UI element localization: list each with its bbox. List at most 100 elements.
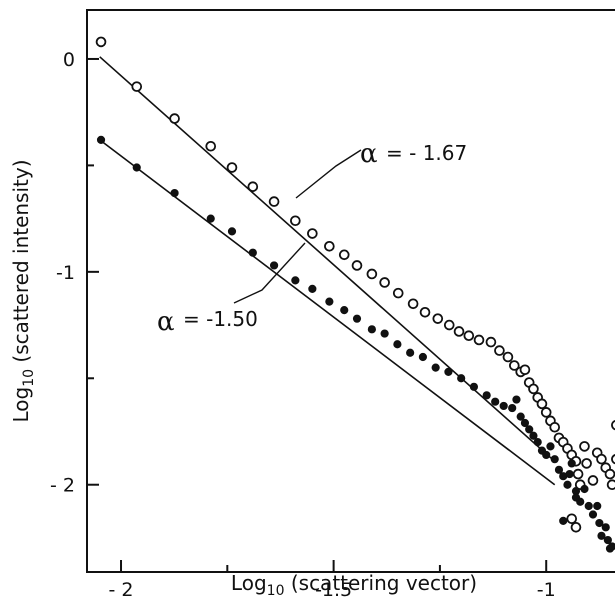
open-data-point <box>572 468 584 480</box>
filled-data-point <box>533 438 542 447</box>
open-data-point <box>205 140 217 152</box>
open-data-point <box>604 468 615 480</box>
open-data-point <box>432 313 444 324</box>
filled-data-point <box>546 442 555 451</box>
annotation-lower-label: = -1.50 <box>183 307 258 331</box>
open-data-point <box>611 454 615 465</box>
filled-data-point <box>457 374 466 383</box>
filled-data-point <box>567 459 576 468</box>
open-data-point <box>519 364 531 376</box>
filled-data-point <box>554 465 564 474</box>
filled-data-point <box>482 391 491 400</box>
open-data-point <box>407 298 419 310</box>
x-tick-label: -1.5 <box>315 579 352 599</box>
filled-data-point <box>380 329 389 338</box>
open-data-point <box>419 306 431 318</box>
filled-data-point <box>601 523 610 532</box>
filled-data-point <box>227 227 237 236</box>
open-data-point <box>473 334 485 346</box>
filled-data-point <box>550 455 559 464</box>
open-data-point <box>549 421 561 433</box>
filled-data-point <box>352 314 362 323</box>
y-tick-label: 0 <box>63 49 75 71</box>
open-data-point <box>536 398 548 410</box>
filled-data-point <box>588 510 598 519</box>
open-data-point <box>453 326 465 337</box>
fit-line-filled <box>99 139 556 486</box>
y-axis-title: Log10 (scattered intensity) <box>9 159 37 422</box>
open-data-point <box>485 336 497 348</box>
filled-data-point <box>291 276 300 285</box>
open-data-point <box>587 475 599 486</box>
open-data-point <box>226 162 238 173</box>
filled-data-point <box>367 325 376 334</box>
filled-data-point <box>325 297 334 306</box>
filled-data-point <box>529 431 538 440</box>
open-data-point <box>494 345 505 356</box>
open-data-point <box>540 407 552 418</box>
filled-data-point <box>170 188 179 198</box>
x-axis: - 2 -1.5 -1 <box>109 560 556 599</box>
open-data-point <box>392 287 404 299</box>
annotation-lower-leader <box>233 242 306 304</box>
open-data-point <box>268 196 280 207</box>
y-axis: 0 -1 - 2 <box>50 49 99 497</box>
open-data-point <box>169 113 180 124</box>
filled-data-point <box>565 469 574 479</box>
filled-data-point <box>269 261 279 270</box>
filled-data-point <box>469 382 479 391</box>
open-data-point <box>570 521 582 533</box>
open-data-point <box>131 81 143 92</box>
filled-data-point <box>571 493 581 502</box>
y-tick-label: -1 <box>56 262 75 284</box>
open-data-point <box>290 215 301 227</box>
filled-data-point <box>580 484 589 494</box>
data-points <box>95 36 615 553</box>
fit-lines <box>99 56 556 486</box>
open-data-point <box>528 383 539 395</box>
filled-data-point <box>418 352 428 362</box>
open-data-point <box>338 249 350 261</box>
open-data-point <box>247 181 259 192</box>
filled-data-point <box>499 401 508 411</box>
x-axis-title: Log10 (scattering vector) <box>231 571 477 599</box>
filled-data-point <box>340 306 349 315</box>
annotation-upper-alpha-symbol: α <box>360 139 378 169</box>
filled-data-point <box>593 501 602 511</box>
filled-data-point <box>559 516 568 526</box>
y-tick-label: - 2 <box>50 475 75 497</box>
x-tick-label: - 2 <box>109 579 134 599</box>
open-data-point <box>502 351 514 363</box>
filled-data-point <box>520 418 530 428</box>
open-data-point <box>579 441 590 452</box>
fit-line-open <box>99 56 556 462</box>
plot-frame <box>86 9 615 573</box>
open-data-point <box>95 36 107 48</box>
filled-data-point <box>508 403 517 413</box>
open-data-point <box>307 228 318 239</box>
open-data-point <box>581 458 592 469</box>
open-data-point <box>606 479 615 491</box>
annotation-upper: α = - 1.67 <box>295 139 467 199</box>
open-data-point <box>443 319 455 331</box>
open-data-point <box>463 330 475 342</box>
filled-data-point <box>206 214 215 223</box>
open-data-point <box>351 260 363 271</box>
filled-data-point <box>563 480 572 489</box>
open-data-point <box>379 277 390 288</box>
annotation-lower-alpha-symbol: α <box>157 307 175 337</box>
open-data-point <box>509 360 520 371</box>
filled-data-point <box>406 348 415 357</box>
annotation-upper-leader <box>295 149 362 199</box>
filled-data-point <box>597 531 606 540</box>
filled-data-point <box>595 518 604 528</box>
filled-data-point <box>444 367 453 376</box>
open-data-point <box>566 513 578 525</box>
open-data-point <box>596 453 607 465</box>
filled-data-point <box>248 248 257 257</box>
filled-data-point <box>542 450 551 460</box>
filled-data-point <box>308 284 317 293</box>
open-data-point <box>324 240 335 252</box>
